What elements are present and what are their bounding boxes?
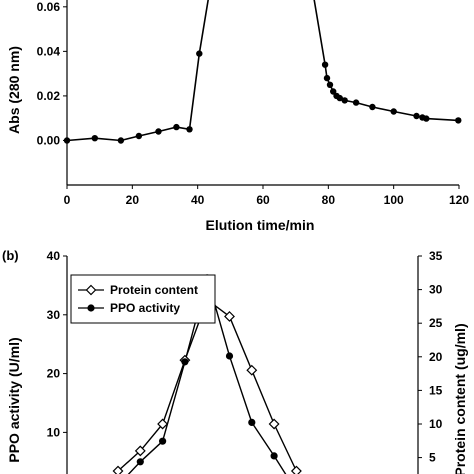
data-point [390, 108, 397, 115]
elution-curve [66, 0, 459, 142]
data-point [369, 103, 376, 111]
panel-a-x-axis-label: Elution time/min [206, 217, 315, 233]
legend-circle-marker [87, 304, 95, 312]
x-tick-label: 20 [126, 193, 140, 207]
left-y-tick-label: 20 [47, 367, 61, 381]
right-y-tick-label: 25 [429, 316, 443, 330]
panel-a-markers [63, 50, 462, 144]
protein-content-point [134, 445, 146, 457]
right-y-tick-label: 30 [429, 283, 443, 297]
data-point [323, 74, 331, 82]
ppo-activity-point [136, 458, 144, 466]
x-tick-label: 60 [256, 193, 270, 207]
protein-content-point [290, 465, 302, 474]
legend-box [70, 274, 216, 324]
legend-item-ppo-activity: PPO activity [78, 301, 180, 315]
data-point [413, 112, 420, 120]
panel-b-axes [66, 256, 419, 474]
data-point [91, 135, 99, 142]
y-tick-label: 0.04 [37, 44, 61, 58]
ppo-activity-point [225, 352, 234, 360]
right-y-tick-label: 5 [429, 451, 436, 465]
data-point [330, 88, 337, 95]
x-tick-label: 120 [449, 193, 469, 207]
data-point [455, 117, 462, 124]
y-tick-label: 0.02 [37, 89, 61, 103]
data-point [135, 132, 143, 140]
right-y-tick-label: 20 [429, 350, 443, 364]
panel-b-left-y-ticks: 10 20 30 40 [47, 249, 67, 439]
x-tick-label: 0 [64, 193, 71, 207]
data-point [186, 126, 193, 133]
y-tick-label: 0.06 [37, 0, 61, 14]
data-point [326, 81, 334, 89]
right-y-tick-label: 15 [429, 383, 443, 397]
y-tick-label: 0.00 [37, 133, 61, 147]
data-point [352, 99, 360, 106]
right-y-tick-label: 35 [429, 249, 443, 263]
panel-b-markers [112, 274, 302, 474]
data-point [423, 115, 430, 122]
panel-b-right-y-ticks: 5 10 15 20 25 30 35 [418, 249, 443, 465]
panel-a-y-axis-label: Abs (280 nm) [6, 46, 22, 134]
ppo-activity-point [270, 452, 278, 460]
panel-a-y-ticks: 0.000.020.040.060.08 [37, 0, 67, 147]
ppo-activity-point [159, 437, 167, 445]
data-point [341, 97, 348, 104]
panel-b-label: (b) [2, 248, 19, 263]
data-point [63, 137, 71, 144]
data-point [321, 61, 329, 68]
protein-content-line [117, 298, 298, 472]
legend-item-protein-content: Protein content [78, 283, 198, 297]
legend-label-protein: Protein content [110, 283, 198, 297]
x-tick-label: 80 [322, 193, 336, 207]
panel-b-right-y-axis-label: Protein content (ug/ml) [452, 323, 468, 474]
data-point [336, 94, 343, 102]
panel-a-x-ticks: 0 20 40 60 80 100 120 [64, 185, 469, 207]
protein-content-point [157, 418, 169, 430]
legend-label-ppo: PPO activity [110, 301, 180, 315]
right-y-tick-label: 10 [429, 417, 443, 431]
protein-content-point [112, 465, 124, 474]
data-point [173, 123, 180, 131]
protein-content-point [268, 418, 280, 430]
panel-a-series-line [66, 0, 459, 142]
data-point [155, 128, 162, 135]
panel-b-left-y-axis-label: PPO activity (U/ml) [6, 337, 22, 462]
ppo-activity-point [248, 418, 256, 426]
legend-diamond-marker [85, 284, 97, 296]
panel-a-axes [66, 0, 459, 186]
left-y-tick-label: 10 [47, 425, 61, 439]
left-y-tick-label: 40 [47, 249, 61, 263]
legend: Protein content PPO activity [70, 274, 216, 324]
x-tick-label: 100 [384, 193, 404, 207]
data-point [196, 50, 203, 57]
panel-b-ppo-chart: (b) 10 20 30 40 5 10 15 20 25 30 35 PPO activity … [2, 248, 468, 474]
x-tick-label: 40 [191, 193, 205, 207]
data-point [117, 137, 125, 144]
left-y-tick-label: 30 [47, 308, 61, 322]
protein-content-point [246, 364, 258, 376]
protein-content-point [224, 311, 235, 322]
ppo-activity-point [181, 358, 189, 366]
